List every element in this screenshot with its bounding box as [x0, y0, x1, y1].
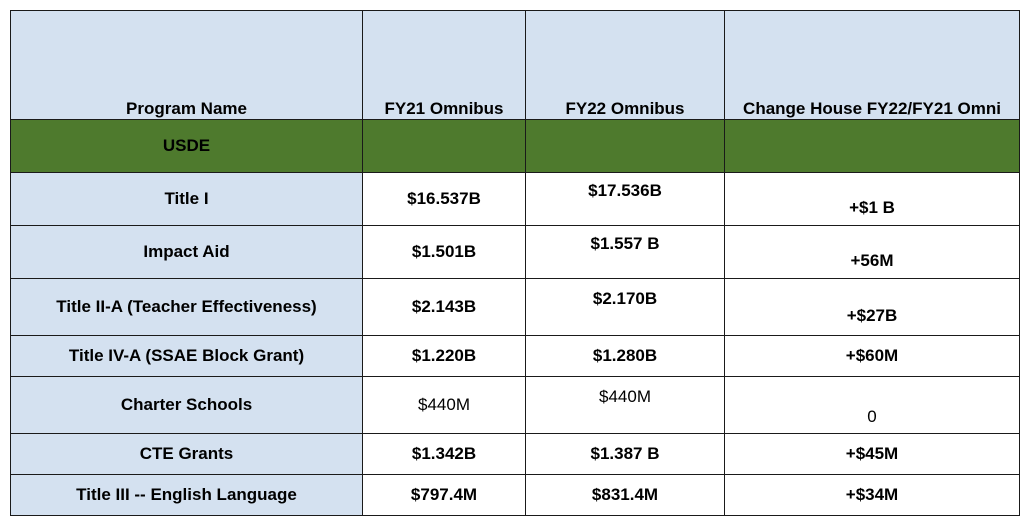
budget-table: Program Name FY21 Omnibus FY22 Omnibus C…: [10, 10, 1020, 516]
fy21-cell: $440M: [362, 376, 526, 434]
change-value: 0: [867, 407, 877, 426]
fy22-value: $17.536B: [588, 181, 662, 200]
table-row: Impact Aid $1.501B $1.557 B +56M: [10, 225, 1020, 279]
fy21-cell: $797.4M: [362, 474, 526, 516]
table-row: Title II-A (Teacher Effectiveness) $2.14…: [10, 278, 1020, 336]
change-cell: +56M: [724, 225, 1020, 279]
fy22-cell: $1.280B: [525, 335, 725, 377]
fy22-cell: $440M: [525, 376, 725, 434]
change-cell: +$27B: [724, 278, 1020, 336]
change-cell: +$34M: [724, 474, 1020, 516]
table-row: CTE Grants $1.342B $1.387 B +$45M: [10, 433, 1020, 475]
header-fy22: FY22 Omnibus: [525, 10, 725, 120]
fy21-cell: $1.220B: [362, 335, 526, 377]
fy21-cell: $2.143B: [362, 278, 526, 336]
change-value: +$1 B: [849, 198, 895, 217]
fy22-value: $440M: [599, 387, 651, 406]
program-name-cell: Title IV-A (SSAE Block Grant): [10, 335, 363, 377]
header-change: Change House FY22/FY21 Omni: [724, 10, 1020, 120]
fy22-value: $2.170B: [592, 289, 658, 308]
table-row: Title IV-A (SSAE Block Grant) $1.220B $1…: [10, 335, 1020, 377]
header-program-name: Program Name: [10, 10, 363, 120]
program-name-cell: Title III -- English Language: [10, 474, 363, 516]
table-row: Title III -- English Language $797.4M $8…: [10, 474, 1020, 516]
header-row: Program Name FY21 Omnibus FY22 Omnibus C…: [10, 10, 1020, 120]
program-name-cell: Impact Aid: [10, 225, 363, 279]
fy22-cell: $831.4M: [525, 474, 725, 516]
fy22-value: $1.557 B: [590, 234, 660, 253]
table-row: Title I $16.537B $17.536B +$1 B: [10, 172, 1020, 226]
header-fy21: FY21 Omnibus: [362, 10, 526, 120]
section-cell: [525, 119, 725, 173]
fy21-cell: $16.537B: [362, 172, 526, 226]
program-name-cell: Charter Schools: [10, 376, 363, 434]
change-cell: 0: [724, 376, 1020, 434]
fy22-cell: $17.536B: [525, 172, 725, 226]
table-row: Charter Schools $440M $440M 0: [10, 376, 1020, 434]
section-cell: [362, 119, 526, 173]
fy21-cell: $1.501B: [362, 225, 526, 279]
fy22-cell: $1.557 B: [525, 225, 725, 279]
program-name-cell: Title II-A (Teacher Effectiveness): [10, 278, 363, 336]
program-name-cell: Title I: [10, 172, 363, 226]
change-value: +56M: [850, 251, 894, 270]
change-cell: +$45M: [724, 433, 1020, 475]
section-cell: [724, 119, 1020, 173]
section-row: USDE: [10, 119, 1020, 173]
change-cell: +$60M: [724, 335, 1020, 377]
section-label: USDE: [10, 119, 363, 173]
fy21-cell: $1.342B: [362, 433, 526, 475]
program-name-cell: CTE Grants: [10, 433, 363, 475]
fy22-cell: $1.387 B: [525, 433, 725, 475]
fy22-cell: $2.170B: [525, 278, 725, 336]
change-value: +$27B: [846, 306, 898, 325]
change-cell: +$1 B: [724, 172, 1020, 226]
